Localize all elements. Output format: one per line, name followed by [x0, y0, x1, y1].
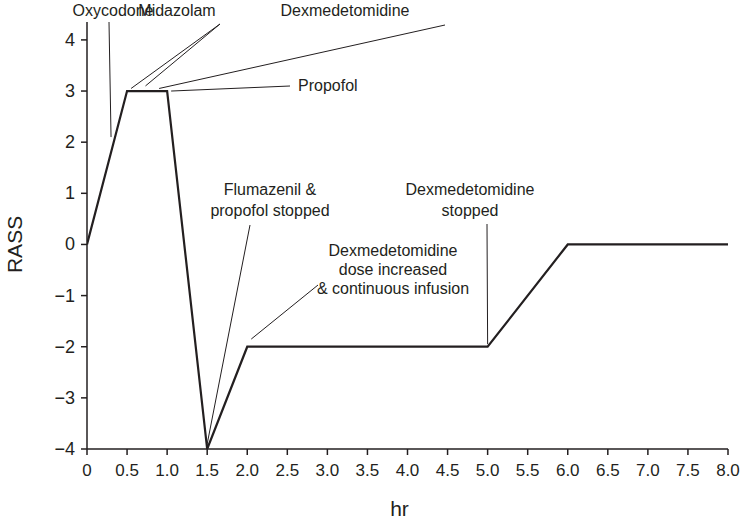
annotation-text: & continuous infusion	[317, 280, 469, 297]
y-tick	[81, 448, 87, 450]
annotation-leader	[251, 285, 318, 339]
x-tick-label: 2.5	[275, 461, 299, 480]
x-tick	[607, 449, 609, 455]
data-line	[87, 91, 728, 449]
x-tick-label: 7.0	[636, 461, 660, 480]
y-tick-label: 0	[65, 234, 75, 254]
y-tick-label: 2	[65, 132, 75, 152]
y-tick	[81, 397, 87, 399]
y-tick	[81, 90, 87, 92]
y-tick	[81, 244, 87, 246]
x-axis-label: hr	[390, 497, 409, 520]
annotation-leader	[109, 22, 111, 137]
x-tick	[166, 449, 168, 455]
x-tick	[447, 449, 449, 455]
x-tick	[647, 449, 649, 455]
x-tick	[86, 449, 88, 455]
x-tick-label: 0	[82, 461, 91, 480]
annotation-text: Dexmedetomidine	[406, 181, 535, 198]
annotation-text: dose increased	[339, 261, 448, 278]
y-tick	[81, 193, 87, 195]
annotation-text: stopped	[442, 202, 499, 219]
x-tick	[487, 449, 489, 455]
x-tick-label: 3.0	[316, 461, 340, 480]
annotation-leader	[171, 86, 290, 91]
y-tick	[81, 141, 87, 143]
y-tick-label: −2	[54, 337, 75, 357]
x-tick-label: 1.0	[155, 461, 179, 480]
annotations: OxycodoneMidazolamDexmedetomidinePropofo…	[73, 2, 535, 444]
annotation-text: Propofol	[298, 77, 358, 94]
x-tick	[687, 449, 689, 455]
annotation-leader	[145, 24, 220, 86]
y-tick-label: −4	[54, 439, 75, 459]
x-tick	[367, 449, 369, 455]
y-tick	[81, 346, 87, 348]
annotation-leader	[487, 224, 489, 344]
x-tick-label: 5.0	[476, 461, 500, 480]
x-tick-label: 0.5	[115, 461, 139, 480]
x-tick	[126, 449, 128, 455]
x-tick	[327, 449, 329, 455]
annotation-text: Dexmedetomidine	[329, 242, 458, 259]
annotation-text: propofol stopped	[210, 202, 329, 219]
y-tick-label: −1	[54, 286, 75, 306]
x-tick	[567, 449, 569, 455]
annotation-leader	[207, 225, 250, 444]
x-tick-label: 4.0	[396, 461, 420, 480]
x-tick-label: 6.5	[596, 461, 620, 480]
annotation-text: Dexmedetomidine	[281, 2, 410, 19]
x-tick-label: 5.5	[516, 461, 540, 480]
y-tick-label: 3	[65, 81, 75, 101]
x-tick	[206, 449, 208, 455]
annotation-text: Flumazenil &	[224, 181, 317, 198]
y-tick-label: 4	[65, 30, 75, 50]
x-tick	[407, 449, 409, 455]
y-tick	[81, 39, 87, 41]
chart: −4 −3 −2 −1 0 1 2 3 4 0 0.5 1.0 1.5 2.0 2.5 3.0 3.5 4.0 4.…	[0, 0, 744, 524]
x-tick-label: 6.0	[556, 461, 580, 480]
x-tick	[287, 449, 289, 455]
x-tick	[247, 449, 249, 455]
plot-area	[87, 91, 728, 449]
y-tick-label: −3	[54, 388, 75, 408]
x-tick	[527, 449, 529, 455]
x-tick-label: 3.5	[356, 461, 380, 480]
x-tick-label: 8.0	[716, 461, 740, 480]
y-axis-label: RASS	[3, 216, 26, 273]
y-tick	[81, 295, 87, 297]
annotation-text: Midazolam	[138, 2, 215, 19]
x-tick	[727, 449, 729, 455]
x-tick-label: 7.5	[676, 461, 700, 480]
x-tick-label: 4.5	[436, 461, 460, 480]
x-tick-label: 1.5	[195, 461, 219, 480]
y-axis-line	[86, 22, 88, 449]
x-tick-label: 2.0	[235, 461, 259, 480]
annotation-leader	[131, 24, 220, 88]
y-tick-label: 1	[65, 183, 75, 203]
